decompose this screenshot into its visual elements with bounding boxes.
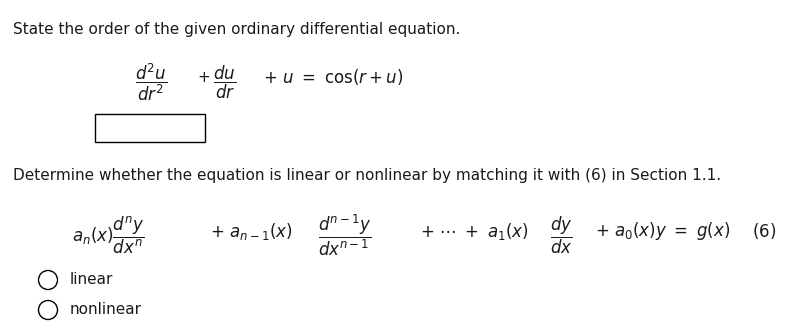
- Text: $+$: $+$: [197, 70, 210, 84]
- Text: $+ \ u \ = \ \cos(r + u)$: $+ \ u \ = \ \cos(r + u)$: [263, 67, 403, 87]
- Text: $\dfrac{d^2u}{dr^2}$: $\dfrac{d^2u}{dr^2}$: [135, 61, 168, 103]
- Text: State the order of the given ordinary differential equation.: State the order of the given ordinary di…: [13, 22, 460, 37]
- Text: Determine whether the equation is linear or nonlinear by matching it with (6) in: Determine whether the equation is linear…: [13, 168, 721, 183]
- Text: linear: linear: [70, 272, 114, 288]
- Text: $\dfrac{du}{dr}$: $\dfrac{du}{dr}$: [213, 64, 236, 100]
- Text: $\dfrac{d^{n-1}y}{dx^{n-1}}$: $\dfrac{d^{n-1}y}{dx^{n-1}}$: [318, 212, 372, 258]
- FancyBboxPatch shape: [95, 114, 205, 142]
- Text: $\dfrac{dy}{dx}$: $\dfrac{dy}{dx}$: [550, 214, 572, 256]
- Text: nonlinear: nonlinear: [70, 302, 142, 318]
- Text: $(6)$: $(6)$: [752, 221, 776, 241]
- Text: $+\ \cdots\ +\ a_1(x)$: $+\ \cdots\ +\ a_1(x)$: [420, 220, 529, 242]
- Text: $a_n(x)\dfrac{d^ny}{dx^n}$: $a_n(x)\dfrac{d^ny}{dx^n}$: [72, 214, 145, 256]
- Text: $+\ a_0(x)y\ =\ g(x)$: $+\ a_0(x)y\ =\ g(x)$: [595, 220, 730, 242]
- Text: $+\ a_{n-1}(x)$: $+\ a_{n-1}(x)$: [210, 220, 293, 242]
